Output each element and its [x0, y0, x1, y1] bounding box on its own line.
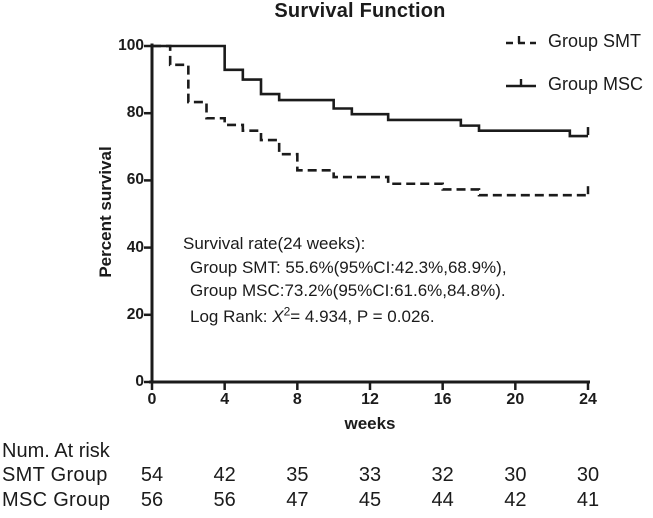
x-tick-label: 20 [506, 391, 525, 408]
y-tick-label: 80 [126, 104, 144, 122]
curve-group-smt [152, 44, 588, 197]
x-tick-label: 4 [220, 391, 230, 408]
annotation-line-2: Group SMT: 55.6%(95%CI:42.3%,68.9%), [190, 257, 507, 277]
chi-exponent: 2 [283, 304, 291, 319]
at-risk-value: 44 [431, 489, 454, 511]
at-risk-value: 32 [431, 464, 454, 486]
annotation-line-1: Survival rate(24 weeks): [183, 234, 366, 253]
log-rank-line: Log Rank: X2= 4.934, P = 0.026. [190, 305, 507, 329]
chi-symbol: X [272, 307, 284, 326]
at-risk-value: 42 [504, 489, 527, 511]
at-risk-row-label-msc: MSC Group [2, 489, 111, 511]
legend-entry-smt: Group SMT [505, 30, 643, 51]
at-risk-header: Num. At risk [2, 440, 110, 462]
dashed-line-symbol [506, 36, 536, 45]
legend-label-msc: Group MSC [548, 73, 644, 94]
x-axis-title: weeks [344, 414, 396, 433]
y-tick-label: 100 [118, 37, 144, 54]
x-tick-label: 16 [433, 391, 452, 408]
stats-annotation: Survival rate(24 weeks): Group SMT: 55.6… [183, 232, 507, 329]
x-tick-label: 8 [292, 391, 302, 408]
at-risk-value: 45 [358, 489, 382, 511]
at-risk-value: 30 [504, 464, 527, 486]
at-risk-value: 54 [140, 464, 164, 486]
x-tick-label: 0 [147, 391, 157, 408]
log-rank-suffix: = 4.934, P = 0.026. [290, 307, 435, 326]
at-risk-row-label-smt: SMT Group [2, 464, 108, 486]
at-risk-value: 33 [358, 464, 382, 486]
y-tick-label: 40 [126, 238, 144, 256]
log-rank-prefix: Log Rank: [190, 307, 273, 326]
annotation-line-3: Group MSC:73.2%(95%CI:61.6%,84.8%). [190, 281, 506, 300]
x-tick-label: 12 [361, 391, 379, 408]
y-tick-label: 60 [126, 171, 144, 189]
x-tick-label: 24 [579, 391, 597, 408]
curve-group-msc [152, 44, 588, 138]
solid-line-symbol [506, 79, 536, 88]
chart-title: Survival Function [274, 0, 446, 22]
legend-entry-msc: Group MSC [505, 73, 644, 94]
at-risk-value: 30 [576, 464, 600, 486]
at-risk-value: 56 [213, 489, 236, 511]
legend-label-smt: Group SMT [548, 30, 642, 51]
at-risk-value: 35 [286, 464, 309, 486]
at-risk-value: 42 [213, 464, 236, 486]
at-risk-value: 56 [140, 489, 164, 511]
at-risk-value: 47 [286, 489, 309, 511]
y-axis-label: Percent survival [96, 146, 115, 278]
y-tick-label: 0 [135, 373, 144, 390]
at-risk-value: 41 [576, 489, 600, 511]
legend: Group SMT Group MSC [505, 30, 644, 94]
y-tick-label: 20 [126, 305, 144, 323]
